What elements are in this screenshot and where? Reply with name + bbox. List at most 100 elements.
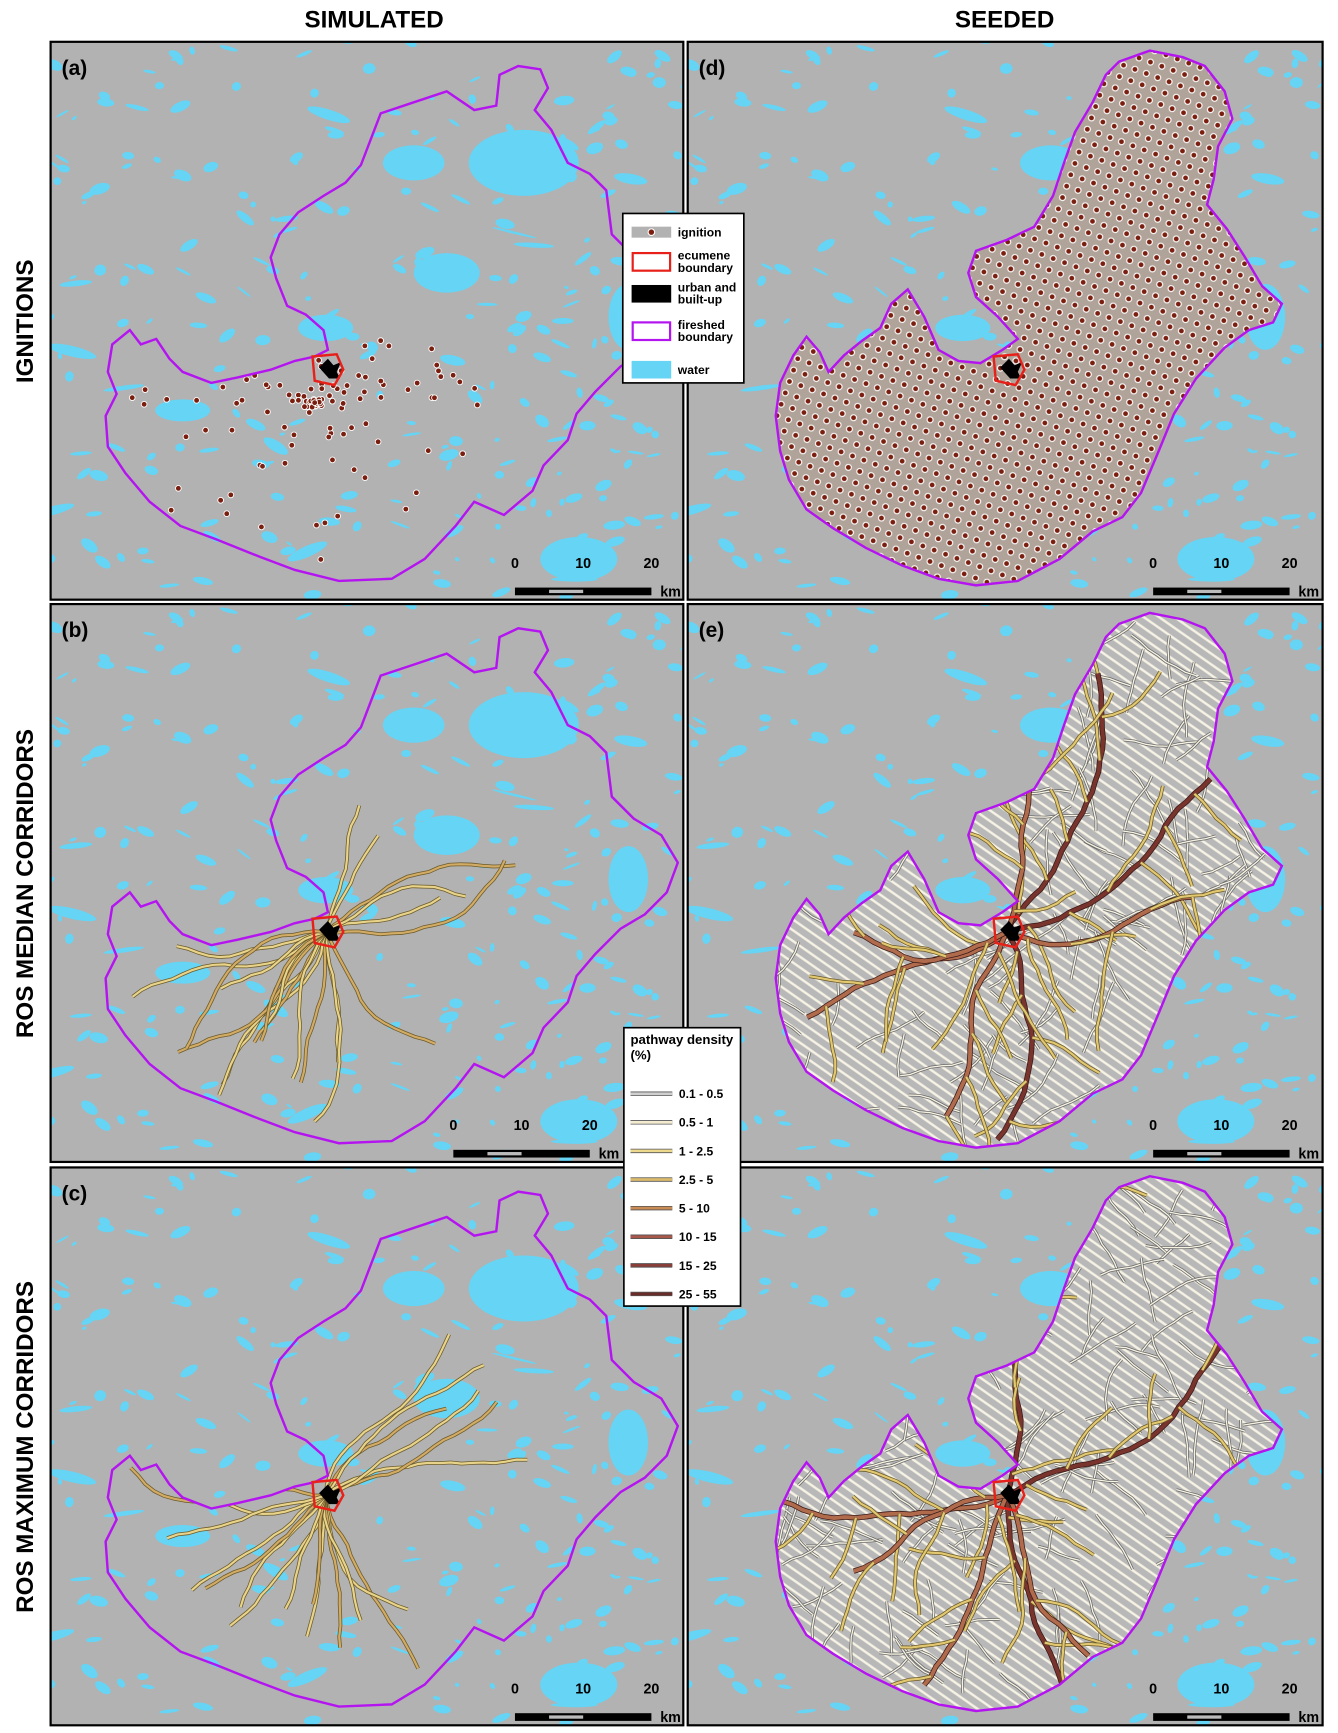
ignition bbox=[334, 512, 341, 520]
pathway bbox=[1032, 1084, 1100, 1125]
pathway bbox=[1015, 1514, 1095, 1556]
pathway bbox=[324, 863, 516, 933]
ignition bbox=[289, 397, 296, 405]
pathway bbox=[1006, 777, 1212, 934]
pathway bbox=[1145, 1241, 1212, 1249]
pathway bbox=[1101, 671, 1162, 719]
pathway bbox=[963, 1024, 992, 1060]
scale-tick-label: 0 bbox=[1149, 556, 1157, 572]
pathway bbox=[902, 1521, 941, 1563]
pathway bbox=[1175, 732, 1212, 761]
ignition bbox=[402, 505, 410, 513]
pathway bbox=[1011, 1448, 1119, 1476]
pathway bbox=[961, 1649, 968, 1694]
pathway bbox=[886, 1601, 893, 1656]
pathway bbox=[1181, 1412, 1190, 1478]
pathway bbox=[166, 1494, 327, 1540]
pathway bbox=[284, 1494, 327, 1610]
row-label: IGNITIONS bbox=[12, 259, 39, 383]
pathway bbox=[870, 1453, 924, 1471]
pathway bbox=[220, 930, 326, 990]
pathway bbox=[949, 1034, 996, 1083]
pathway bbox=[853, 930, 1008, 964]
pathway bbox=[325, 1458, 528, 1497]
pathway bbox=[1192, 1399, 1205, 1476]
pathway bbox=[898, 1106, 962, 1125]
pathway bbox=[325, 1390, 480, 1497]
ignition bbox=[428, 345, 435, 353]
ignition bbox=[223, 510, 231, 518]
pathway bbox=[775, 1493, 1008, 1520]
pathway bbox=[1004, 1495, 1085, 1710]
pathway bbox=[1016, 1411, 1056, 1467]
ignition bbox=[262, 381, 270, 389]
pathway bbox=[311, 1495, 327, 1605]
pathway bbox=[1071, 739, 1098, 801]
fireshed-boundary bbox=[774, 49, 1284, 587]
pathway bbox=[1163, 825, 1194, 887]
pathway bbox=[908, 1547, 986, 1560]
pathway bbox=[958, 1519, 968, 1574]
ignition bbox=[348, 424, 355, 432]
pathway bbox=[1052, 832, 1097, 897]
ignition bbox=[258, 523, 265, 531]
pathway bbox=[1104, 1358, 1123, 1422]
pathway bbox=[1090, 1449, 1100, 1494]
ignition bbox=[140, 401, 148, 408]
pathway bbox=[1095, 931, 1114, 1051]
pathway bbox=[1167, 635, 1171, 680]
pathway bbox=[1001, 1558, 1027, 1664]
pathway bbox=[1081, 1317, 1105, 1357]
pathway bbox=[945, 1115, 983, 1148]
ignition bbox=[167, 506, 175, 514]
urban-area bbox=[319, 920, 342, 941]
ignition bbox=[377, 337, 384, 344]
fireshed-boundary bbox=[774, 1174, 1284, 1713]
pathway bbox=[1065, 1407, 1113, 1470]
ignition bbox=[141, 386, 149, 393]
pathway bbox=[1103, 908, 1145, 926]
ignition bbox=[285, 391, 293, 399]
pathway bbox=[922, 1494, 1009, 1687]
pathway bbox=[176, 930, 326, 959]
pathway bbox=[325, 885, 466, 933]
scale-tick-label: 0 bbox=[1149, 1118, 1157, 1134]
pathway bbox=[1131, 634, 1197, 677]
pathway bbox=[879, 1648, 923, 1655]
ignition bbox=[449, 371, 457, 379]
pathway bbox=[900, 1638, 956, 1649]
pathway bbox=[1031, 692, 1114, 783]
ignition bbox=[413, 489, 420, 497]
fireshed-boundary bbox=[774, 611, 1284, 1149]
ecumene-boundary bbox=[992, 1478, 1026, 1513]
ignition bbox=[361, 474, 369, 481]
pathway bbox=[1108, 1415, 1173, 1459]
legend-label: urban and built-up bbox=[677, 281, 737, 307]
pathway bbox=[897, 1033, 905, 1078]
pathway bbox=[1000, 1409, 1065, 1452]
ignition bbox=[404, 386, 412, 393]
pathway bbox=[971, 1032, 1007, 1103]
ignition bbox=[311, 399, 318, 407]
pathway bbox=[1077, 706, 1094, 771]
pathway bbox=[853, 1493, 1008, 1573]
ignition bbox=[340, 430, 347, 438]
density-legend: pathway density (%) 0.1 - 0.5 0.5 - 1 1 - 2… bbox=[623, 1026, 742, 1307]
ignition bbox=[326, 424, 334, 432]
ignition bbox=[290, 431, 298, 439]
pathway bbox=[912, 885, 989, 946]
ignition bbox=[361, 388, 368, 396]
scale-unit: km bbox=[1298, 1710, 1319, 1726]
pathway bbox=[775, 941, 800, 978]
ignition bbox=[325, 433, 333, 441]
ignition bbox=[368, 355, 376, 362]
pathway bbox=[974, 989, 1013, 1059]
pathway bbox=[944, 931, 1009, 1118]
pathway bbox=[806, 930, 1009, 1019]
pathway bbox=[830, 1517, 857, 1579]
ignition bbox=[295, 397, 302, 404]
pathway bbox=[1094, 930, 1130, 1001]
legend-label: ecumene boundary bbox=[677, 249, 733, 276]
ignition bbox=[474, 401, 481, 409]
